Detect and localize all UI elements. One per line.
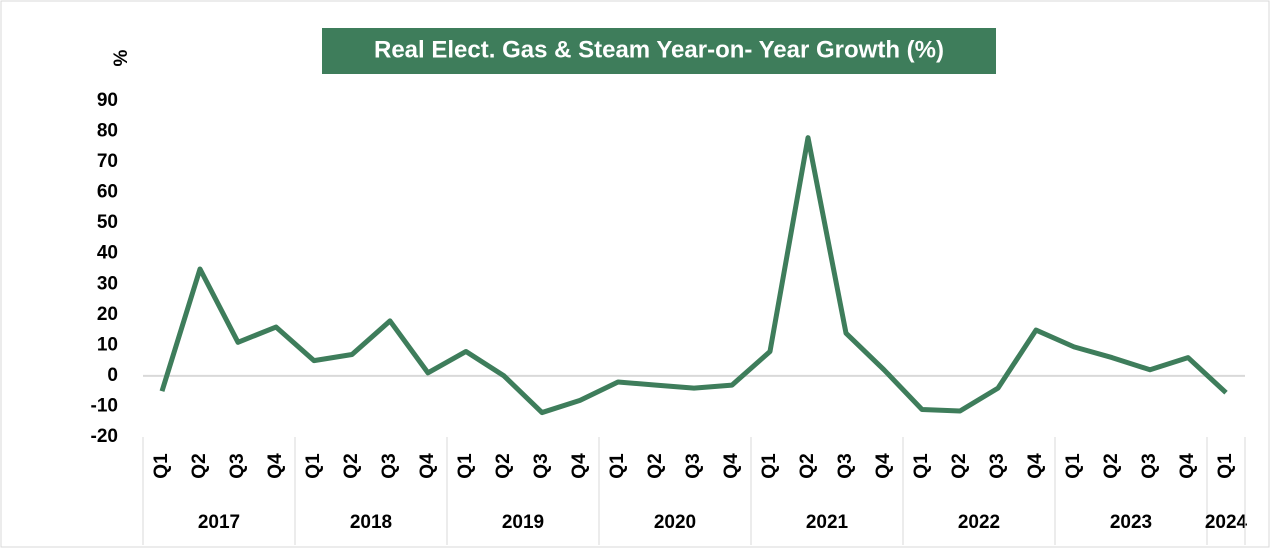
x-tick-label: Q3 xyxy=(1139,453,1160,478)
y-tick-label: -20 xyxy=(91,426,118,447)
y-tick-label: 90 xyxy=(97,90,118,111)
x-tick-label: Q1 xyxy=(607,453,628,479)
x-tick-label: Q2 xyxy=(341,453,362,478)
x-tick-label: Q1 xyxy=(1215,453,1236,479)
y-axis-label: % xyxy=(111,49,132,66)
x-tick-label: Q2 xyxy=(645,453,666,478)
y-tick-label: 30 xyxy=(97,273,118,294)
x-tick-label: Q1 xyxy=(911,453,932,479)
y-tick-label: 80 xyxy=(97,121,118,142)
x-tick-label: Q3 xyxy=(379,453,400,478)
x-tick-label: Q2 xyxy=(949,453,970,478)
x-tick-label: Q4 xyxy=(1025,453,1046,479)
x-tick-label: Q2 xyxy=(1101,453,1122,478)
x-tick-label: Q4 xyxy=(417,453,438,479)
x-group-label: 2024 xyxy=(1205,512,1248,533)
y-tick-label: 60 xyxy=(97,182,118,203)
x-tick-label: Q4 xyxy=(569,453,590,479)
x-tick-label: Q3 xyxy=(987,453,1008,478)
x-tick-label: Q3 xyxy=(683,453,704,478)
x-group-label: 2019 xyxy=(502,512,544,533)
y-tick-label: -10 xyxy=(91,395,118,416)
y-tick-label: 50 xyxy=(97,212,118,233)
y-tick-label: 70 xyxy=(97,151,118,172)
x-group-label: 2018 xyxy=(350,512,392,533)
data-line xyxy=(159,135,1228,416)
y-tick-label: 40 xyxy=(97,243,118,264)
x-tick-label: Q4 xyxy=(873,453,894,479)
x-tick-label: Q4 xyxy=(1177,453,1198,479)
x-group-label: 2022 xyxy=(958,512,1000,533)
x-tick-label: Q1 xyxy=(1063,453,1084,479)
title-box xyxy=(322,28,996,74)
x-group-label: 2020 xyxy=(654,512,696,533)
x-tick-label: Q1 xyxy=(151,453,172,479)
x-tick-label: Q4 xyxy=(721,453,742,479)
x-tick-label: Q2 xyxy=(189,453,210,478)
x-group-label: 2023 xyxy=(1110,512,1152,533)
chart-title: Real Elect. Gas & Steam Year-on- Year Gr… xyxy=(374,36,944,63)
x-tick-label: Q1 xyxy=(455,453,476,479)
x-tick-label: Q2 xyxy=(493,453,514,478)
x-tick-label: Q1 xyxy=(759,453,780,479)
x-tick-label: Q3 xyxy=(531,453,552,478)
x-group-label: 2021 xyxy=(806,512,849,533)
y-tick-label: 10 xyxy=(97,334,118,355)
x-tick-label: Q3 xyxy=(835,453,856,478)
x-tick-label: Q2 xyxy=(797,453,818,478)
x-tick-label: Q4 xyxy=(265,453,286,479)
y-tick-label: 20 xyxy=(97,304,118,325)
y-tick-label: 0 xyxy=(107,365,118,386)
x-tick-label: Q3 xyxy=(227,453,248,478)
x-tick-label: Q1 xyxy=(303,453,324,479)
x-group-label: 2017 xyxy=(198,512,240,533)
